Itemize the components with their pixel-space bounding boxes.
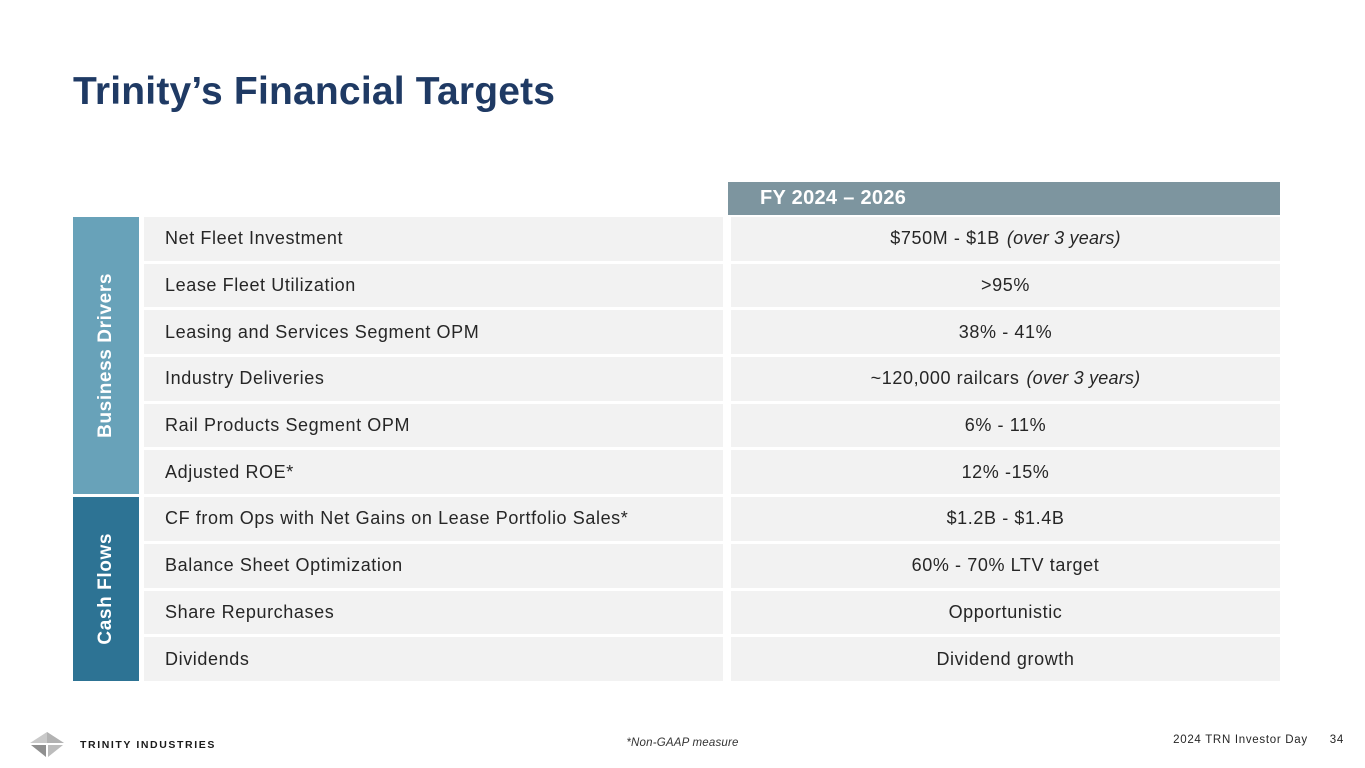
footer-right: 2024 TRN Investor Day 34 <box>1173 734 1344 746</box>
table-row: Net Fleet Investment $750M - $1B (over 3 … <box>144 217 1280 261</box>
metric-value-text: Opportunistic <box>948 601 1063 622</box>
metric-value: 38% - 41% <box>731 310 1280 355</box>
metric-label: Net Fleet Investment <box>144 217 723 261</box>
metric-value-text: 6% - 11% <box>964 415 1047 436</box>
table-header-fy-2024-2026: FY 2024 – 2026 <box>728 182 1280 215</box>
metric-value-note: (over 3 years) <box>1006 228 1121 249</box>
metric-value: >95% <box>731 263 1280 308</box>
metric-label: Adjusted ROE* <box>144 450 723 495</box>
trinity-diamond-icon <box>28 731 66 759</box>
metric-label: Lease Fleet Utilization <box>144 263 723 308</box>
metric-value-text: ~120,000 railcars <box>870 368 1020 389</box>
metric-label: CF from Ops with Net Gains on Lease Port… <box>144 497 723 541</box>
table-row: Balance Sheet Optimization 60% - 70% LTV… <box>144 543 1280 588</box>
metric-value: $750M - $1B (over 3 years) <box>731 217 1280 261</box>
metric-label: Rail Products Segment OPM <box>144 403 723 448</box>
table-row: Leasing and Services Segment OPM 38% - 4… <box>144 310 1280 355</box>
row-group-cash-flows: Cash Flows <box>73 497 139 681</box>
metric-value: 6% - 11% <box>731 403 1280 448</box>
metric-value: 12% -15% <box>731 450 1280 495</box>
page-title: Trinity’s Financial Targets <box>73 70 556 113</box>
non-gaap-footnote: *Non-GAAP measure <box>626 737 739 749</box>
event-name: 2024 TRN Investor Day <box>1173 734 1308 746</box>
metric-value-text: Dividend growth <box>936 648 1075 669</box>
company-logo: TRINITY INDUSTRIES <box>28 731 216 759</box>
row-group-label: Business Drivers <box>95 273 116 439</box>
metric-value-note: (over 3 years) <box>1026 368 1141 389</box>
metric-value: 60% - 70% LTV target <box>731 543 1280 588</box>
metric-label: Industry Deliveries <box>144 357 723 401</box>
metric-value: $1.2B - $1.4B <box>731 497 1280 541</box>
metric-label: Share Repurchases <box>144 590 723 635</box>
metric-value: Dividend growth <box>731 637 1280 681</box>
metric-value-text: 12% -15% <box>961 461 1050 482</box>
table-row: Dividends Dividend growth <box>144 637 1280 681</box>
row-group-column: Business Drivers Cash Flows <box>73 217 139 681</box>
table-body: Business Drivers Cash Flows Net Fleet In… <box>73 217 1280 681</box>
table-row: CF from Ops with Net Gains on Lease Port… <box>144 497 1280 541</box>
table-row: Industry Deliveries ~120,000 railcars (ov… <box>144 357 1280 401</box>
metric-value: Opportunistic <box>731 590 1280 635</box>
table-row: Rail Products Segment OPM 6% - 11% <box>144 403 1280 448</box>
metric-value-text: $750M - $1B <box>890 228 1000 249</box>
company-logo-text: TRINITY INDUSTRIES <box>80 739 216 751</box>
table-row: Adjusted ROE* 12% -15% <box>144 450 1280 495</box>
page-number: 34 <box>1329 734 1344 746</box>
metric-label: Dividends <box>144 637 723 681</box>
row-group-label: Cash Flows <box>95 533 116 645</box>
metric-value-text: 60% - 70% LTV target <box>911 555 1100 576</box>
row-group-business-drivers: Business Drivers <box>73 217 139 495</box>
table-row: Share Repurchases Opportunistic <box>144 590 1280 635</box>
table-rows: Net Fleet Investment $750M - $1B (over 3 … <box>144 217 1280 681</box>
table-row: Lease Fleet Utilization >95% <box>144 263 1280 308</box>
metric-label: Leasing and Services Segment OPM <box>144 310 723 355</box>
metric-value-text: 38% - 41% <box>958 321 1053 342</box>
metric-value-text: $1.2B - $1.4B <box>946 508 1065 529</box>
metric-value: ~120,000 railcars (over 3 years) <box>731 357 1280 401</box>
metric-label: Balance Sheet Optimization <box>144 543 723 588</box>
metric-value-text: >95% <box>981 275 1030 296</box>
